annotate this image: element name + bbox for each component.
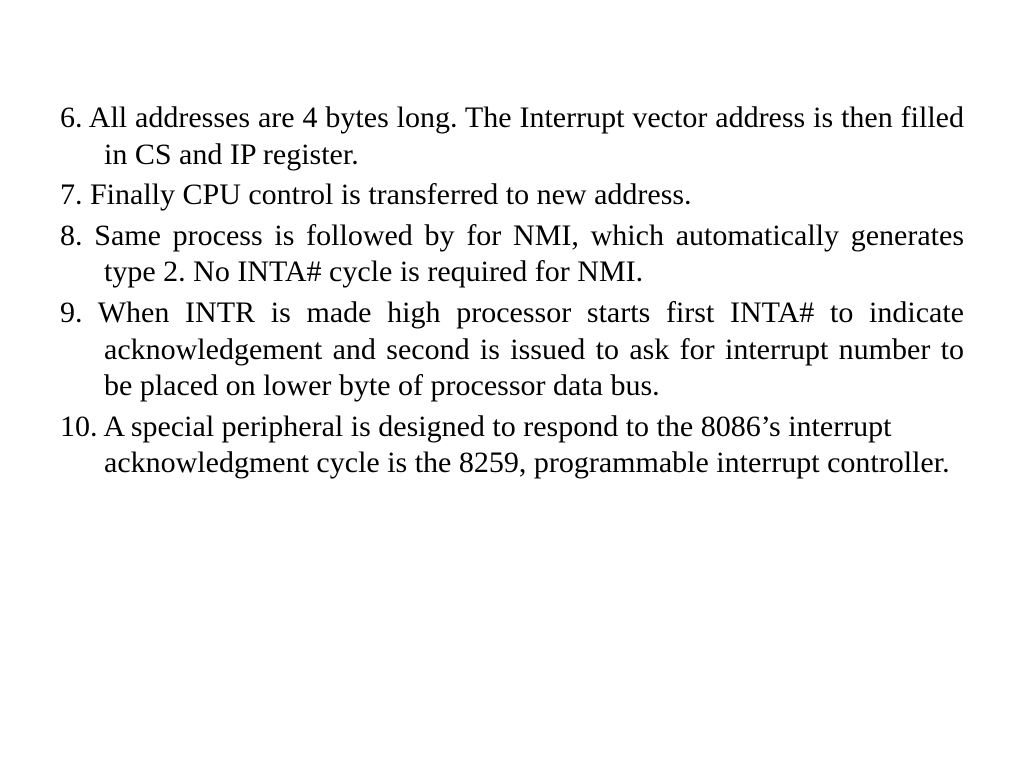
item-number: 6. — [60, 101, 83, 134]
item-number: 8. — [60, 219, 83, 252]
item-text: Same process is followed by for NMI, whi… — [94, 219, 964, 289]
list-item: 6. All addresses are 4 bytes long. The I… — [60, 100, 964, 173]
item-text: A special peripheral is designed to resp… — [103, 410, 949, 480]
list-item: 10. A special peripheral is designed to … — [60, 409, 964, 482]
slide: 6. All addresses are 4 bytes long. The I… — [0, 0, 1024, 768]
item-number: 7. — [60, 178, 83, 211]
item-number: 10. — [60, 410, 98, 443]
item-text: Finally CPU control is transferred to ne… — [90, 178, 692, 211]
item-text: All addresses are 4 bytes long. The Inte… — [89, 101, 964, 171]
item-text: When INTR is made high processor starts … — [98, 296, 964, 402]
item-number: 9. — [60, 296, 83, 329]
list-item: 8. Same process is followed by for NMI, … — [60, 218, 964, 291]
list-item: 7. Finally CPU control is transferred to… — [60, 177, 964, 214]
list-item: 9. When INTR is made high processor star… — [60, 295, 964, 405]
